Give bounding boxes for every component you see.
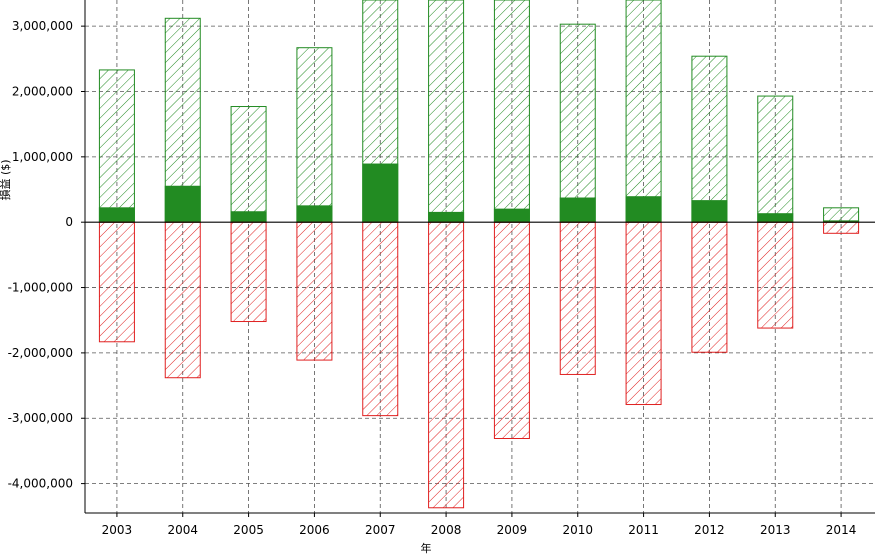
x-tick-label: 2009 [497, 523, 528, 537]
bar-gross-loss-2009 [493, 221, 530, 440]
x-tick-label: 2006 [299, 523, 330, 537]
bar-net-profit-2013 [757, 213, 794, 223]
y-tick-label: 0 [65, 215, 73, 229]
bar-gross-profit-2012 [691, 55, 728, 223]
bar-gross-profit-2011 [625, 0, 662, 223]
x-axis-title: 年 [421, 541, 432, 554]
axes-layer: -4,000,000 -3,000,000 -2,000,000 -1,000,000… [8, 0, 875, 537]
x-tick-label: 2013 [760, 523, 791, 537]
bar-net-profit-2012 [691, 200, 728, 223]
bar-gross-loss-2013 [757, 221, 794, 329]
y-tick-label: 3,000,000 [12, 19, 73, 33]
bars-layer [98, 0, 860, 509]
x-tick-label: 2008 [431, 523, 462, 537]
bar-net-profit-2005 [230, 211, 267, 223]
bar-net-profit-2003 [98, 207, 135, 223]
bar-gross-profit-2014 [823, 207, 860, 223]
x-tick-label: 2010 [562, 523, 593, 537]
bar-gross-profit-2005 [230, 106, 267, 223]
bar-gross-loss-2006 [296, 221, 333, 361]
bar-net-profit-2010 [559, 197, 596, 223]
bar-gross-loss-2010 [559, 221, 596, 375]
y-axis-title: 損益 ($) [0, 159, 12, 200]
bar-net-profit-2004 [164, 185, 201, 223]
x-tick-label: 2005 [233, 523, 264, 537]
bar-gross-loss-2007 [362, 221, 399, 417]
y-tick-label: -3,000,000 [8, 411, 73, 425]
bar-net-profit-2008 [428, 211, 465, 223]
x-tick-label: 2011 [628, 523, 659, 537]
y-tick-label: -2,000,000 [8, 346, 73, 360]
bar-net-profit-2007 [362, 163, 399, 223]
bar-gross-profit-2013 [757, 95, 794, 223]
bar-gross-loss-2008 [428, 221, 465, 509]
x-tick-label: 2007 [365, 523, 396, 537]
bar-gross-profit-2009 [493, 0, 530, 223]
bar-gross-loss-2012 [691, 221, 728, 353]
y-tick-label: 1,000,000 [12, 150, 73, 164]
y-tick-label: -4,000,000 [8, 477, 73, 491]
bar-net-profit-2009 [493, 208, 530, 223]
bar-gross-loss-2011 [625, 221, 662, 406]
x-tick-label: 2014 [826, 523, 857, 537]
bar-gross-loss-2014 [823, 221, 860, 234]
x-tick-label: 2004 [167, 523, 198, 537]
bar-net-profit-2011 [625, 196, 662, 223]
x-tick-label: 2012 [694, 523, 725, 537]
y-tick-label: 2,000,000 [12, 84, 73, 98]
bar-gross-profit-2008 [428, 0, 465, 223]
bar-gross-loss-2004 [164, 221, 201, 379]
y-tick-label: -1,000,000 [8, 281, 73, 295]
x-tick-label: 2003 [102, 523, 133, 537]
bar-gross-profit-2003 [98, 69, 135, 223]
bar-net-profit-2006 [296, 205, 333, 223]
bar-gross-loss-2005 [230, 221, 267, 323]
bar-gross-loss-2003 [98, 221, 135, 343]
grid-lines [85, 0, 875, 513]
bar-gross-profit-2006 [296, 47, 333, 223]
bar-gross-profit-2010 [559, 23, 596, 223]
